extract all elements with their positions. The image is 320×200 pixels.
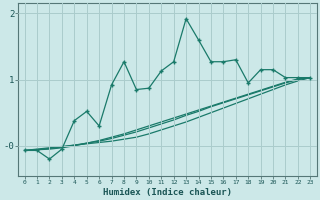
X-axis label: Humidex (Indice chaleur): Humidex (Indice chaleur) [103,188,232,197]
